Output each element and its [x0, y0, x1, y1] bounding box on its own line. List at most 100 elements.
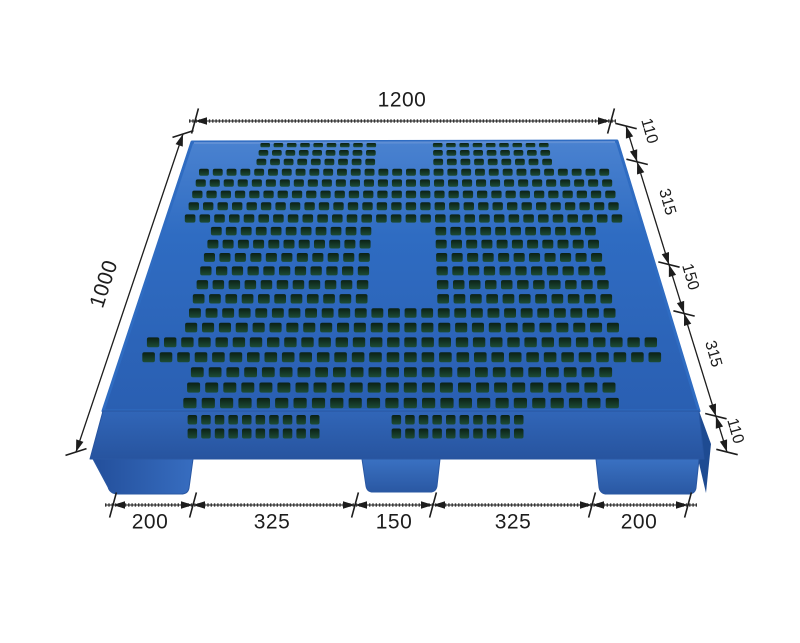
deck-hole	[474, 352, 487, 363]
deck-hole	[511, 239, 523, 249]
deck-hole	[494, 382, 508, 393]
deck-hole	[450, 226, 462, 236]
deck-hole	[335, 179, 346, 187]
pallet-foot-center	[361, 458, 441, 493]
front-vent-slot	[486, 428, 497, 439]
deck-hole	[306, 190, 317, 199]
deck-hole	[404, 367, 417, 378]
deck-hole	[627, 337, 640, 348]
deck-hole	[312, 253, 324, 262]
deck-hole	[387, 322, 400, 333]
deck-hole	[329, 239, 341, 249]
deck-hole	[263, 266, 275, 276]
deck-hole	[240, 168, 251, 176]
deck-hole	[321, 308, 334, 318]
deck-hole	[456, 352, 470, 363]
deck-hole	[268, 239, 280, 249]
deck-hole	[334, 190, 345, 199]
deck-hole	[326, 266, 338, 276]
deck-hole	[259, 382, 273, 393]
deck-hole	[532, 179, 543, 187]
deck-hole	[377, 190, 388, 199]
deck-hole	[535, 294, 547, 304]
deck-hole	[207, 239, 219, 249]
front-vent-slot	[282, 428, 293, 439]
deck-hole	[358, 253, 370, 262]
deck-hole	[333, 367, 346, 378]
deck-hole	[435, 239, 447, 249]
pallet-foot-right	[595, 458, 700, 495]
deck-hole	[258, 214, 269, 223]
front-vent-slot	[310, 428, 320, 439]
deck-hole	[562, 190, 573, 199]
deck-hole	[516, 168, 527, 176]
deck-hole	[585, 168, 596, 176]
deck-hole	[183, 397, 197, 409]
deck-hole	[498, 253, 510, 262]
deck-hole	[565, 280, 577, 290]
dim-tick	[683, 492, 693, 518]
deck-hole	[267, 337, 280, 348]
deck-hole	[593, 337, 606, 348]
deck-hole	[568, 397, 583, 409]
deck-hole	[504, 179, 515, 187]
deck-hole	[525, 143, 536, 148]
deck-hole	[631, 352, 644, 363]
deck-hole	[258, 294, 270, 304]
deck-hole	[281, 352, 295, 363]
front-vent-slot	[432, 428, 442, 439]
deck-hole	[318, 202, 330, 211]
deck-hole	[203, 202, 214, 211]
deck-hole	[587, 397, 601, 409]
deck-hole	[406, 168, 416, 176]
pallet-deck-rim-highlight	[193, 141, 616, 144]
deck-hole	[199, 214, 211, 223]
dim-tick	[658, 261, 680, 268]
deck-hole	[275, 397, 289, 409]
deck-hole	[459, 143, 469, 148]
dim-label-right-1: 315	[655, 187, 679, 217]
deck-hole	[420, 214, 431, 223]
deck-hole	[439, 367, 453, 378]
front-vent-slot	[282, 415, 293, 425]
deck-hole	[303, 322, 316, 333]
dim-arrowhead	[181, 501, 193, 509]
deck-hole	[463, 202, 474, 211]
deck-hole	[318, 337, 331, 348]
deck-hole	[485, 280, 497, 290]
deck-hole	[512, 143, 523, 148]
deck-hole	[533, 280, 545, 290]
deck-hole	[304, 202, 315, 211]
deck-hole	[326, 143, 337, 148]
dim-arrowhead	[195, 117, 207, 125]
deck-hole	[298, 150, 309, 156]
deck-hole	[602, 382, 616, 393]
deck-hole	[449, 202, 460, 211]
deck-hole	[448, 190, 459, 199]
deck-hole	[500, 150, 510, 156]
deck-hole	[434, 202, 445, 211]
deck-hole	[472, 337, 486, 348]
deck-hole	[464, 214, 475, 223]
dim-arrowhead	[625, 126, 634, 139]
deck-hole	[388, 308, 400, 318]
dim-arrowhead	[76, 439, 84, 452]
deck-hole	[226, 168, 237, 176]
front-vents	[187, 415, 524, 439]
deck-hole	[608, 202, 619, 211]
front-vent-slot	[418, 415, 429, 425]
deck-hole	[465, 226, 477, 236]
dim-arrowhead	[676, 501, 688, 509]
deck-hole	[391, 202, 402, 211]
deck-hole	[495, 226, 506, 236]
deck-hole	[334, 352, 347, 363]
deck-hole	[260, 202, 272, 211]
deck-hole	[274, 294, 286, 304]
deck-hole	[419, 179, 430, 187]
deck-hole	[240, 226, 252, 236]
deck-hole	[590, 190, 602, 199]
deck-hole	[508, 214, 520, 223]
deck-hole	[348, 190, 360, 199]
deck-hole	[611, 214, 623, 223]
deck-hole	[216, 266, 228, 276]
